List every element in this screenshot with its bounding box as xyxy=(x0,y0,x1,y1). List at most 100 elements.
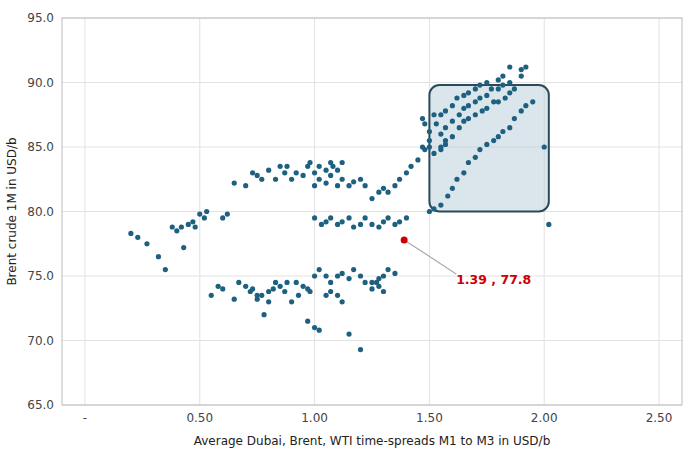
point xyxy=(438,144,443,149)
point xyxy=(282,289,287,294)
point xyxy=(328,173,333,178)
point xyxy=(473,155,478,160)
x-tick-label: 1.50 xyxy=(416,411,443,425)
point xyxy=(438,112,443,117)
point xyxy=(484,93,489,98)
point xyxy=(542,144,547,149)
point xyxy=(466,90,471,95)
x-axis-label: Average Dubai, Brent, WTI time-spreads M… xyxy=(194,434,551,448)
point xyxy=(266,168,271,173)
x-tick-label: - xyxy=(83,411,87,425)
point xyxy=(289,177,294,182)
point xyxy=(408,164,413,169)
highlight-box xyxy=(429,85,548,211)
point xyxy=(496,134,501,139)
point xyxy=(266,289,271,294)
y-tick-label: 80.0 xyxy=(27,205,54,219)
point xyxy=(340,219,345,224)
point xyxy=(422,147,427,152)
point xyxy=(128,231,133,236)
point xyxy=(250,286,255,291)
point xyxy=(427,144,432,149)
point xyxy=(523,64,528,69)
point xyxy=(427,209,432,214)
point xyxy=(312,273,317,278)
point xyxy=(385,215,390,220)
point xyxy=(404,215,409,220)
y-grid-line xyxy=(62,147,682,148)
y-tick-label: 65.0 xyxy=(27,398,54,412)
y-grid-line xyxy=(62,82,682,83)
point xyxy=(312,183,317,188)
point xyxy=(376,190,381,195)
point xyxy=(346,331,351,336)
point xyxy=(466,103,471,108)
y-grid-line xyxy=(62,211,682,212)
point xyxy=(500,73,505,78)
point xyxy=(317,328,322,333)
y-tick-label: 90.0 xyxy=(27,76,54,90)
point xyxy=(385,267,390,272)
point xyxy=(500,82,505,87)
point xyxy=(434,121,439,126)
point xyxy=(255,293,260,298)
chart: -0.501.001.502.002.5065.070.075.080.085.… xyxy=(0,0,700,457)
point xyxy=(340,299,345,304)
point xyxy=(250,170,255,175)
point xyxy=(496,77,501,82)
point xyxy=(546,222,551,227)
point xyxy=(392,271,397,276)
point xyxy=(489,86,494,91)
point xyxy=(335,293,340,298)
point xyxy=(381,219,386,224)
point xyxy=(186,222,191,227)
point xyxy=(294,170,299,175)
point xyxy=(328,289,333,294)
point xyxy=(278,164,283,169)
point xyxy=(216,284,221,289)
point xyxy=(369,286,374,291)
point xyxy=(156,254,161,259)
point xyxy=(197,211,202,216)
point xyxy=(461,119,466,124)
point xyxy=(163,267,168,272)
point xyxy=(358,273,363,278)
point xyxy=(335,222,340,227)
plot-area xyxy=(128,64,551,352)
point xyxy=(220,286,225,291)
point xyxy=(450,119,455,124)
point xyxy=(271,286,276,291)
point xyxy=(363,215,368,220)
point xyxy=(484,80,489,85)
point xyxy=(328,215,333,220)
point xyxy=(369,196,374,201)
point xyxy=(500,129,505,134)
point xyxy=(473,86,478,91)
point xyxy=(319,222,324,227)
point xyxy=(346,183,351,188)
point xyxy=(507,64,512,69)
point xyxy=(259,177,264,182)
point xyxy=(507,90,512,95)
point xyxy=(477,82,482,87)
point xyxy=(358,222,363,227)
point xyxy=(519,108,524,113)
point xyxy=(376,224,381,229)
y-tick-label: 70.0 xyxy=(27,334,54,348)
point xyxy=(312,170,317,175)
y-tick-label: 95.0 xyxy=(27,11,54,25)
point xyxy=(381,289,386,294)
x-tick-label: 0.50 xyxy=(186,411,213,425)
point xyxy=(443,138,448,143)
point xyxy=(530,99,535,104)
point xyxy=(507,125,512,130)
point xyxy=(519,73,524,78)
point xyxy=(259,293,264,298)
point xyxy=(220,215,225,220)
point xyxy=(323,168,328,173)
point xyxy=(181,245,186,250)
point xyxy=(443,125,448,130)
point xyxy=(477,95,482,100)
point xyxy=(496,86,501,91)
point xyxy=(381,186,386,191)
